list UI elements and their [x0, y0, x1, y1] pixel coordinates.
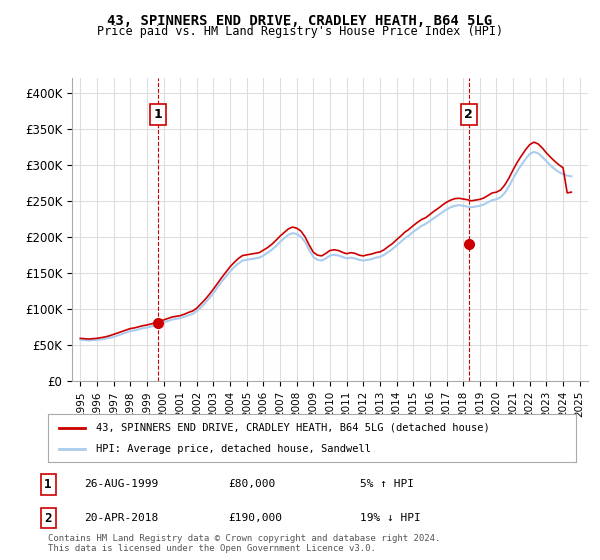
- Text: Price paid vs. HM Land Registry's House Price Index (HPI): Price paid vs. HM Land Registry's House …: [97, 25, 503, 38]
- Text: 2: 2: [44, 511, 52, 525]
- Text: 1: 1: [154, 108, 163, 121]
- Text: 43, SPINNERS END DRIVE, CRADLEY HEATH, B64 5LG: 43, SPINNERS END DRIVE, CRADLEY HEATH, B…: [107, 14, 493, 28]
- Text: HPI: Average price, detached house, Sandwell: HPI: Average price, detached house, Sand…: [95, 444, 371, 454]
- Text: 20-APR-2018: 20-APR-2018: [84, 513, 158, 523]
- Text: 19% ↓ HPI: 19% ↓ HPI: [360, 513, 421, 523]
- Text: 5% ↑ HPI: 5% ↑ HPI: [360, 479, 414, 489]
- Text: £190,000: £190,000: [228, 513, 282, 523]
- Text: 1: 1: [44, 478, 52, 491]
- Text: 26-AUG-1999: 26-AUG-1999: [84, 479, 158, 489]
- Text: 43, SPINNERS END DRIVE, CRADLEY HEATH, B64 5LG (detached house): 43, SPINNERS END DRIVE, CRADLEY HEATH, B…: [95, 423, 489, 433]
- Text: Contains HM Land Registry data © Crown copyright and database right 2024.
This d: Contains HM Land Registry data © Crown c…: [48, 534, 440, 553]
- Text: 2: 2: [464, 108, 473, 121]
- Text: £80,000: £80,000: [228, 479, 275, 489]
